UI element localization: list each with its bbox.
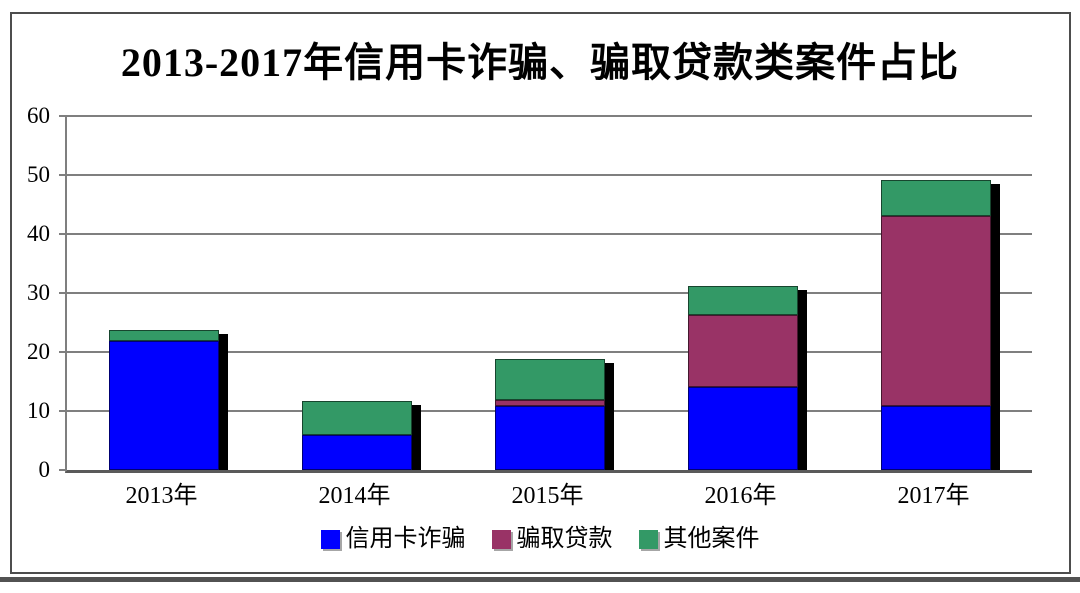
bar-segment-信用卡诈骗 — [301, 434, 412, 470]
y-tick-label-0: 0 — [38, 457, 51, 482]
bar-slot-2013年 — [67, 116, 260, 471]
frame-bottom-shadow — [0, 577, 1080, 582]
chart-title: 2013-2017年信用卡诈骗、骗取贷款类案件占比 — [120, 40, 960, 85]
y-axis-tick-60 — [59, 115, 67, 117]
y-tick-label-40: 40 — [27, 221, 50, 246]
bar-slot-2016年 — [646, 116, 839, 471]
bar-2015年 — [494, 359, 614, 470]
x-tick-label-2016年: 2016年 — [704, 483, 777, 509]
bar-2017年 — [880, 179, 1000, 471]
bars-container — [67, 116, 1032, 471]
bar-segment-其他案件 — [494, 359, 605, 401]
bar-segment-骗取贷款 — [880, 216, 991, 406]
bar-segment-其他案件 — [108, 329, 219, 342]
gridline-50 — [67, 174, 1032, 176]
legend-label-骗取贷款: 骗取贷款 — [516, 526, 613, 552]
bar-segment-信用卡诈骗 — [494, 406, 605, 470]
y-tick-label-50: 50 — [27, 162, 50, 187]
y-tick-label-30: 30 — [27, 280, 50, 305]
plot-area — [59, 115, 1032, 473]
y-tick-label-20: 20 — [27, 339, 50, 364]
y-axis-tick-20 — [59, 351, 67, 353]
gridline-30 — [67, 292, 1032, 294]
bar-segment-信用卡诈骗 — [880, 405, 991, 470]
bar-segment-其他案件 — [880, 179, 991, 217]
y-tick-label-60: 60 — [27, 103, 50, 128]
gridline-40 — [67, 233, 1032, 235]
x-tick-label-2013年: 2013年 — [125, 483, 198, 509]
bar-slot-2017年 — [839, 116, 1032, 471]
legend-item-信用卡诈骗: 信用卡诈骗 — [320, 526, 466, 552]
gridline-20 — [67, 351, 1032, 353]
legend-swatch-信用卡诈骗 — [320, 529, 340, 549]
bar-slot-2015年 — [453, 116, 646, 470]
x-tick-label-2014年: 2014年 — [318, 483, 391, 509]
legend: 信用卡诈骗 骗取贷款 其他案件 — [0, 524, 1080, 554]
x-tick-label-2017年: 2017年 — [897, 483, 970, 509]
legend-swatch-其他案件 — [638, 529, 658, 549]
bar-segment-骗取贷款 — [494, 400, 605, 407]
y-tick-label-10: 10 — [27, 398, 50, 423]
x-tick-label-2015年: 2015年 — [511, 483, 584, 509]
y-axis-tick-0 — [59, 469, 67, 471]
bar-2013年 — [108, 329, 228, 471]
x-axis: 2013年 2014年 2015年 2016年 2017年 — [65, 482, 1030, 512]
bar-segment-其他案件 — [301, 401, 412, 435]
y-axis-tick-10 — [59, 410, 67, 412]
bar-segment-骗取贷款 — [687, 315, 798, 388]
gridline-60 — [67, 115, 1032, 117]
y-axis-tick-40 — [59, 233, 67, 235]
bar-slot-2014年 — [260, 116, 453, 470]
bar-2016年 — [687, 285, 807, 471]
legend-item-骗取贷款: 骗取贷款 — [491, 526, 613, 552]
bar-segment-信用卡诈骗 — [687, 387, 798, 470]
legend-item-其他案件: 其他案件 — [638, 526, 760, 552]
y-axis-tick-50 — [59, 174, 67, 176]
bar-segment-信用卡诈骗 — [108, 341, 219, 470]
bar-segment-其他案件 — [687, 285, 798, 316]
bar-2014年 — [301, 401, 421, 470]
legend-label-信用卡诈骗: 信用卡诈骗 — [345, 526, 466, 552]
y-axis-tick-30 — [59, 292, 67, 294]
legend-swatch-骗取贷款 — [491, 529, 511, 549]
legend-label-其他案件: 其他案件 — [663, 526, 760, 552]
